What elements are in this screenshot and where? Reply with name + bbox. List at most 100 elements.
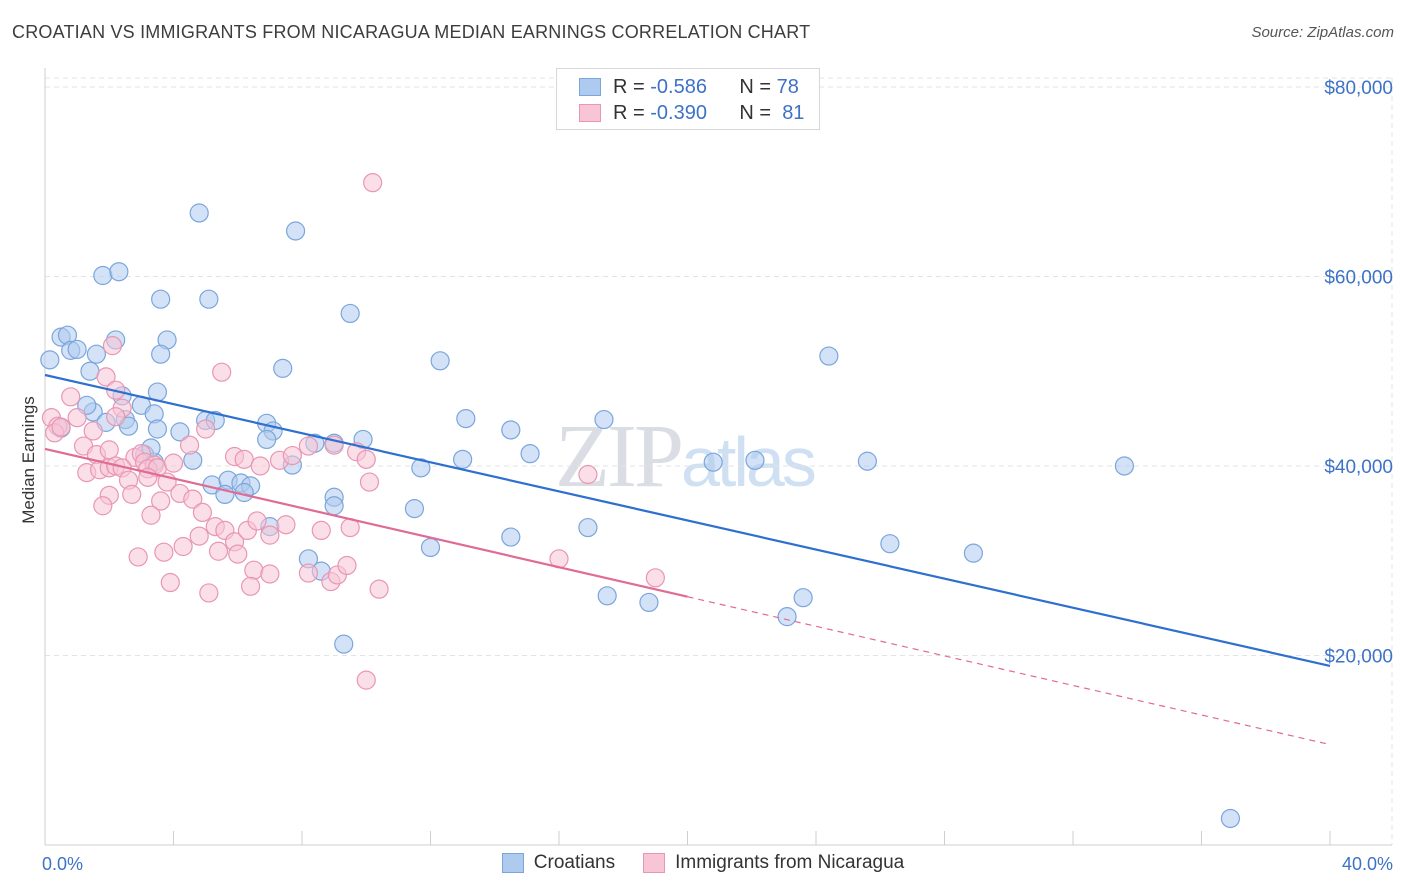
r-value: -0.390 xyxy=(650,101,707,124)
watermark-zip: ZIP xyxy=(555,407,684,506)
nicaragua-point xyxy=(363,173,383,193)
croatians-point xyxy=(189,203,209,223)
y-tick-label: $60,000 xyxy=(1324,267,1393,288)
nicaragua-point xyxy=(179,435,200,455)
croatians-point xyxy=(430,351,450,371)
croatians-point xyxy=(1114,456,1135,476)
croatians-point xyxy=(40,350,60,370)
nicaragua-point xyxy=(199,583,219,603)
croatians-point xyxy=(819,346,839,366)
croatians-point xyxy=(1220,808,1241,829)
nicaragua-point xyxy=(189,526,209,546)
nicaragua-point xyxy=(141,505,161,525)
source-label: Source: ZipAtlas.com xyxy=(1251,24,1394,41)
croatians-point xyxy=(880,534,900,554)
legend-item-nicaragua[interactable]: Immigrants from Nicaragua xyxy=(643,852,904,874)
nicaragua-point xyxy=(163,453,184,473)
croatians-point xyxy=(411,458,431,478)
croatians-point xyxy=(420,537,441,558)
nicaragua-point xyxy=(96,367,116,387)
x-tick-label: 0.0% xyxy=(42,854,83,874)
croatians-point xyxy=(456,408,476,429)
nicaragua-point xyxy=(241,576,261,596)
nicaragua-point xyxy=(183,489,203,509)
r-label: R = xyxy=(613,75,645,98)
legend-item-croatians[interactable]: Croatians xyxy=(501,852,616,874)
legend-label-croatians: Croatians xyxy=(533,852,616,873)
r-value: -0.586 xyxy=(650,75,707,98)
nicaragua-point xyxy=(83,421,103,441)
croatians-point xyxy=(594,409,614,430)
croatians-point xyxy=(857,451,878,471)
nicaragua-point xyxy=(106,407,126,427)
nicaragua-point xyxy=(212,362,232,382)
y-tick-label: $80,000 xyxy=(1324,78,1393,99)
croatians-point xyxy=(118,416,139,436)
n-value: 81 xyxy=(782,101,805,124)
y-axis-label: Median Earnings xyxy=(19,396,38,524)
croatians-point xyxy=(578,517,598,538)
x-tick-label: 40.0% xyxy=(1342,854,1393,874)
croatians-point xyxy=(257,429,277,450)
nicaragua-point xyxy=(260,564,280,584)
croatians-point xyxy=(273,358,293,378)
nicaragua-point xyxy=(151,491,171,511)
stats-legend: R = -0.586 N = 78 R = -0.390 N = 81 xyxy=(556,68,820,130)
n-value: 78 xyxy=(776,75,799,98)
nicaragua-point xyxy=(173,536,193,557)
nicaragua-point xyxy=(337,555,357,576)
nicaragua-point xyxy=(645,568,665,588)
n-label: N = xyxy=(739,101,772,124)
croatians-point xyxy=(334,634,354,654)
n-label: N = xyxy=(739,75,772,98)
nicaragua-point xyxy=(160,572,180,593)
nicaragua-swatch xyxy=(579,104,601,122)
croatians-point xyxy=(597,586,617,606)
legend-label-nicaragua: Immigrants from Nicaragua xyxy=(675,852,905,873)
nicaragua-legend-swatch xyxy=(643,853,666,873)
croatians-point xyxy=(501,527,521,547)
nicaragua-point xyxy=(356,449,376,469)
croatians-point xyxy=(501,420,521,440)
nicaragua-point xyxy=(99,440,119,460)
nicaragua-point xyxy=(578,464,598,485)
croatians-point xyxy=(199,289,219,309)
nicaragua-point xyxy=(192,502,213,523)
nicaragua-point xyxy=(250,456,270,476)
croatians-point xyxy=(703,452,723,472)
nicaragua-point xyxy=(282,445,302,466)
nicaragua-point xyxy=(67,408,87,428)
croatians-point xyxy=(520,444,540,464)
nicaragua-point xyxy=(356,670,376,690)
croatians-point xyxy=(324,496,344,516)
croatians-point xyxy=(151,344,171,364)
croatians-point xyxy=(86,344,107,364)
nicaragua-point xyxy=(122,484,142,505)
nicaragua-point xyxy=(298,563,319,583)
nicaragua-point xyxy=(208,541,229,561)
croatians-point xyxy=(745,450,765,470)
croatians-point xyxy=(147,419,168,439)
croatians-point xyxy=(285,221,306,241)
croatians-point xyxy=(109,262,129,282)
nicaragua-point xyxy=(196,419,216,439)
nicaragua-point xyxy=(128,547,148,567)
nicaragua-trendline xyxy=(44,447,688,598)
croatians-point xyxy=(340,303,360,324)
croatians-point xyxy=(777,607,797,627)
croatians-point xyxy=(170,422,190,442)
watermark: ZIPatlas xyxy=(555,405,817,508)
croatians-point xyxy=(67,339,87,360)
croatians-point xyxy=(404,499,425,519)
nicaragua-point xyxy=(247,511,267,531)
croatians-legend-swatch xyxy=(501,853,524,873)
nicaragua-point xyxy=(228,544,248,564)
nicaragua-point xyxy=(298,436,319,456)
chart-title: CROATIAN VS IMMIGRANTS FROM NICARAGUA ME… xyxy=(12,22,811,42)
nicaragua-point xyxy=(359,472,380,492)
stats-row-nicaragua: R = -0.390 N = 81 xyxy=(579,101,804,125)
croatians-point xyxy=(639,592,659,613)
croatians-point xyxy=(963,543,984,563)
nicaragua-point xyxy=(51,417,71,437)
croatians-point xyxy=(453,449,473,469)
